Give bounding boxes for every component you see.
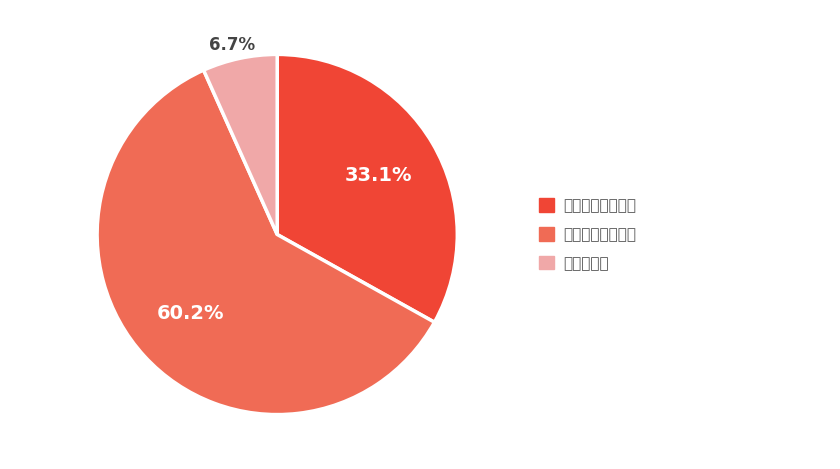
Text: 60.2%: 60.2% xyxy=(157,304,224,323)
Legend: 行ったことがある, 行ったことがない, わからない: 行ったことがある, 行ったことがない, わからない xyxy=(533,192,642,277)
Text: 6.7%: 6.7% xyxy=(209,37,255,54)
Wedge shape xyxy=(203,54,277,234)
Wedge shape xyxy=(277,54,457,322)
Wedge shape xyxy=(97,70,434,415)
Text: 33.1%: 33.1% xyxy=(344,166,412,185)
